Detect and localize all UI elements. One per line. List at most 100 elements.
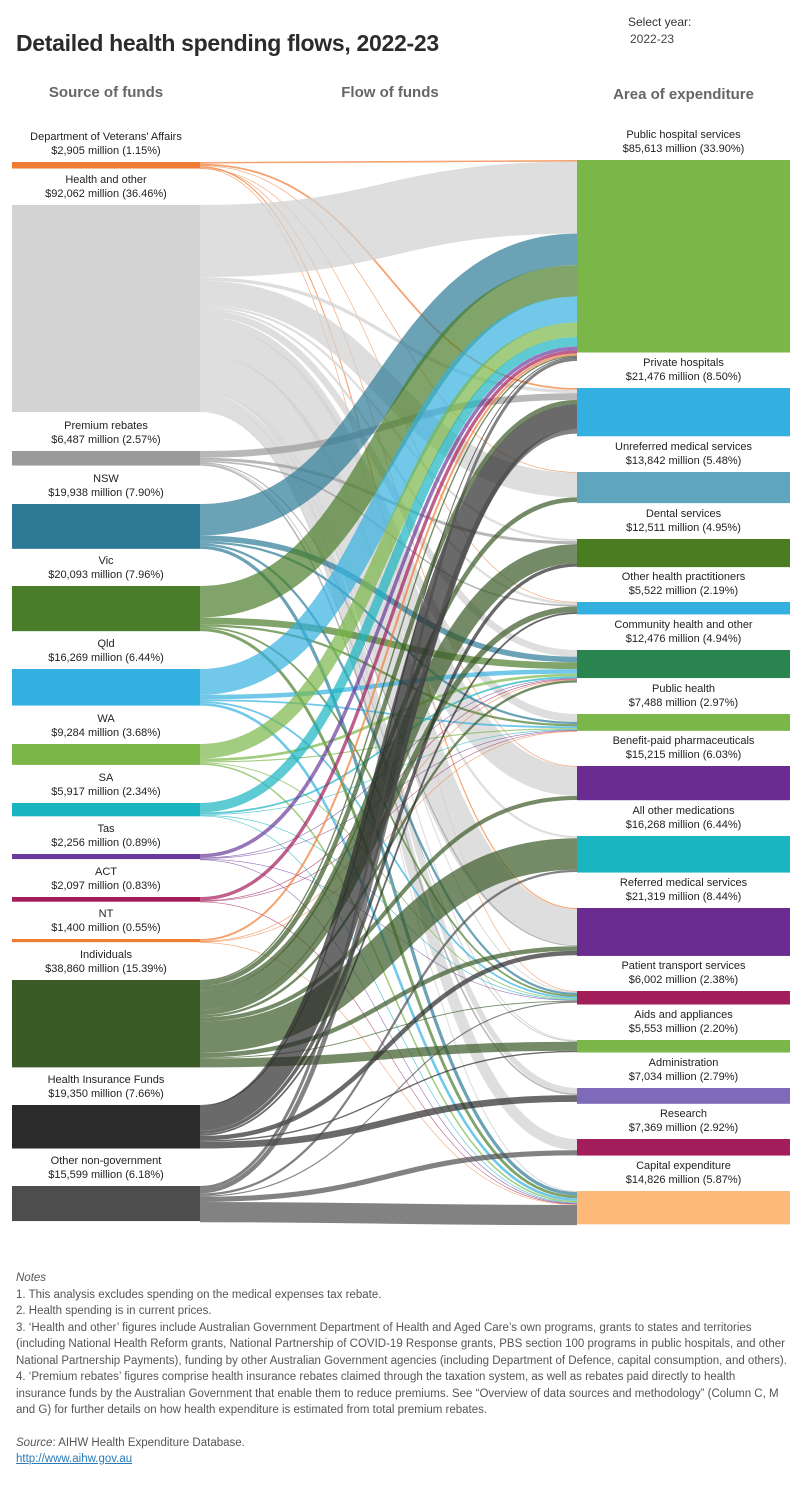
page-title: Detailed health spending flows, 2022-23 <box>16 30 439 56</box>
flow-ribbon[interactable] <box>199 346 578 858</box>
target-node-value: $15,215 million (6.03%) <box>625 749 742 761</box>
source-node-bar[interactable] <box>12 586 200 632</box>
target-node-bar[interactable] <box>577 160 790 353</box>
source-node-label: Individuals $38,860 million (15.39%) <box>12 948 200 976</box>
source-node-label: WA $9,284 million (3.68%) <box>12 712 200 740</box>
target-node-bar[interactable] <box>577 388 790 437</box>
target-node-value: $16,268 million (6.44%) <box>625 819 742 831</box>
flow-ribbon[interactable] <box>199 353 578 942</box>
target-node-value: $5,522 million (2.19%) <box>628 585 739 597</box>
flow-ribbon[interactable] <box>199 355 578 982</box>
target-node-bar[interactable] <box>577 539 790 568</box>
flow-ribbon[interactable] <box>199 541 578 725</box>
target-node-bar[interactable] <box>577 836 790 873</box>
year-filter-dropdown[interactable]: 2022-23 <box>630 32 675 46</box>
notes-heading: Notes <box>16 1272 47 1284</box>
flow-ribbon[interactable] <box>199 161 578 278</box>
target-node-bar[interactable] <box>577 766 790 801</box>
source-node-label: SA $5,917 million (2.34%) <box>12 771 200 799</box>
source-node-name: ACT <box>95 866 117 878</box>
flow-ribbon[interactable] <box>199 815 578 1204</box>
flow-ribbon[interactable] <box>199 869 578 1196</box>
target-node-name: Public hospital services <box>626 129 741 141</box>
source-node-bar[interactable] <box>12 205 200 412</box>
target-node-value: $12,511 million (4.95%) <box>626 522 741 534</box>
target-node-label: Benefit-paid pharmaceuticals $15,215 mill… <box>577 734 790 762</box>
flow-ribbon[interactable] <box>199 563 578 1135</box>
flow-ribbon[interactable] <box>199 1041 578 1068</box>
source-node-bar[interactable] <box>12 897 200 902</box>
flow-ribbon[interactable] <box>199 612 578 1136</box>
target-node-bar[interactable] <box>577 650 790 679</box>
source-node-bar[interactable] <box>12 1105 200 1149</box>
flow-ribbon[interactable] <box>199 1201 578 1226</box>
flow-ribbon[interactable] <box>199 762 578 1000</box>
flow-ribbon[interactable] <box>199 350 578 901</box>
target-node-bar[interactable] <box>577 1191 790 1225</box>
target-node-bar[interactable] <box>577 991 790 1005</box>
flow-ribbon[interactable] <box>199 337 578 813</box>
target-node-bar[interactable] <box>577 472 790 504</box>
flow-ribbon[interactable] <box>199 324 578 796</box>
flow-ribbon[interactable] <box>199 617 578 670</box>
source-node-bar[interactable] <box>12 744 200 765</box>
flow-ribbon[interactable] <box>199 763 578 1203</box>
year-filter-label: Select year: <box>628 15 692 29</box>
target-node-value: $21,319 million (8.44%) <box>625 891 742 903</box>
flow-ribbon[interactable] <box>199 673 578 762</box>
flow-ribbon[interactable] <box>199 1150 578 1202</box>
source-node-label: Health Insurance Funds $19,350 million (7… <box>12 1073 200 1101</box>
flow-ribbon[interactable] <box>199 942 578 1205</box>
flow-ribbon[interactable] <box>199 624 578 727</box>
note-4: 4. ‘Premium rebates’ figures comprise he… <box>16 1371 779 1416</box>
target-node-label: Patient transport services $6,002 million… <box>577 959 790 987</box>
source-node-value: $9,284 million (3.68%) <box>51 727 161 739</box>
flow-ribbon[interactable] <box>199 322 578 759</box>
area-column-header: Area of expenditure <box>613 86 754 103</box>
target-node-bar[interactable] <box>577 1088 790 1104</box>
flow-ribbon[interactable] <box>199 233 578 536</box>
target-node-label: Capital expenditure $14,826 million (5.87… <box>577 1159 790 1187</box>
source-node-label: Health and other $92,062 million (36.46%) <box>12 173 200 201</box>
flow-ribbon[interactable] <box>199 160 578 164</box>
source-node-bar[interactable] <box>12 451 200 466</box>
target-node-bar[interactable] <box>577 908 790 956</box>
flow-ribbon[interactable] <box>199 399 578 986</box>
target-node-label: Referred medical services $21,319 million… <box>577 876 790 904</box>
flow-ribbon[interactable] <box>199 699 578 729</box>
flow-ribbon[interactable] <box>199 1001 578 1197</box>
target-node-name: Other health practitioners <box>621 571 746 583</box>
flow-ribbon[interactable] <box>199 950 578 1141</box>
aihw-link[interactable]: http://www.aihw.gov.au <box>16 1453 133 1465</box>
flow-ribbon[interactable] <box>199 1095 578 1149</box>
target-node-name: Referred medical services <box>619 877 748 889</box>
flow-ribbon[interactable] <box>199 1050 578 1142</box>
flow-ribbon[interactable] <box>199 1000 578 1059</box>
target-node-bar[interactable] <box>577 714 790 731</box>
source-node-name: SA <box>98 772 114 784</box>
source-node-bar[interactable] <box>12 980 200 1068</box>
flow-ribbon[interactable] <box>199 357 578 1189</box>
flow-ribbon[interactable] <box>199 669 578 700</box>
source-node-bar[interactable] <box>12 1186 200 1222</box>
source-node-bar[interactable] <box>12 162 200 169</box>
source-node-bar[interactable] <box>12 803 200 817</box>
flow-ribbon[interactable] <box>199 731 578 943</box>
flow-ribbon[interactable] <box>199 429 578 1194</box>
target-node-value: $21,476 million (8.50%) <box>625 371 742 383</box>
flow-ribbon[interactable] <box>199 946 578 1058</box>
flow-ribbon[interactable] <box>199 265 578 618</box>
target-node-bar[interactable] <box>577 1040 790 1053</box>
flow-ribbon[interactable] <box>199 838 578 1053</box>
source-node-bar[interactable] <box>12 939 200 943</box>
source-node-bar[interactable] <box>12 854 200 860</box>
flow-ribbon[interactable] <box>199 795 578 1022</box>
target-node-bar[interactable] <box>577 1139 790 1156</box>
target-node-label: Private hospitals $21,476 million (8.50%) <box>577 356 790 384</box>
target-node-name: Private hospitals <box>643 357 724 369</box>
source-node-name: Qld <box>97 638 115 650</box>
target-node-bar[interactable] <box>577 602 790 615</box>
source-node-bar[interactable] <box>12 669 200 706</box>
source-node-bar[interactable] <box>12 504 200 549</box>
flow-ribbon[interactable] <box>199 296 578 695</box>
